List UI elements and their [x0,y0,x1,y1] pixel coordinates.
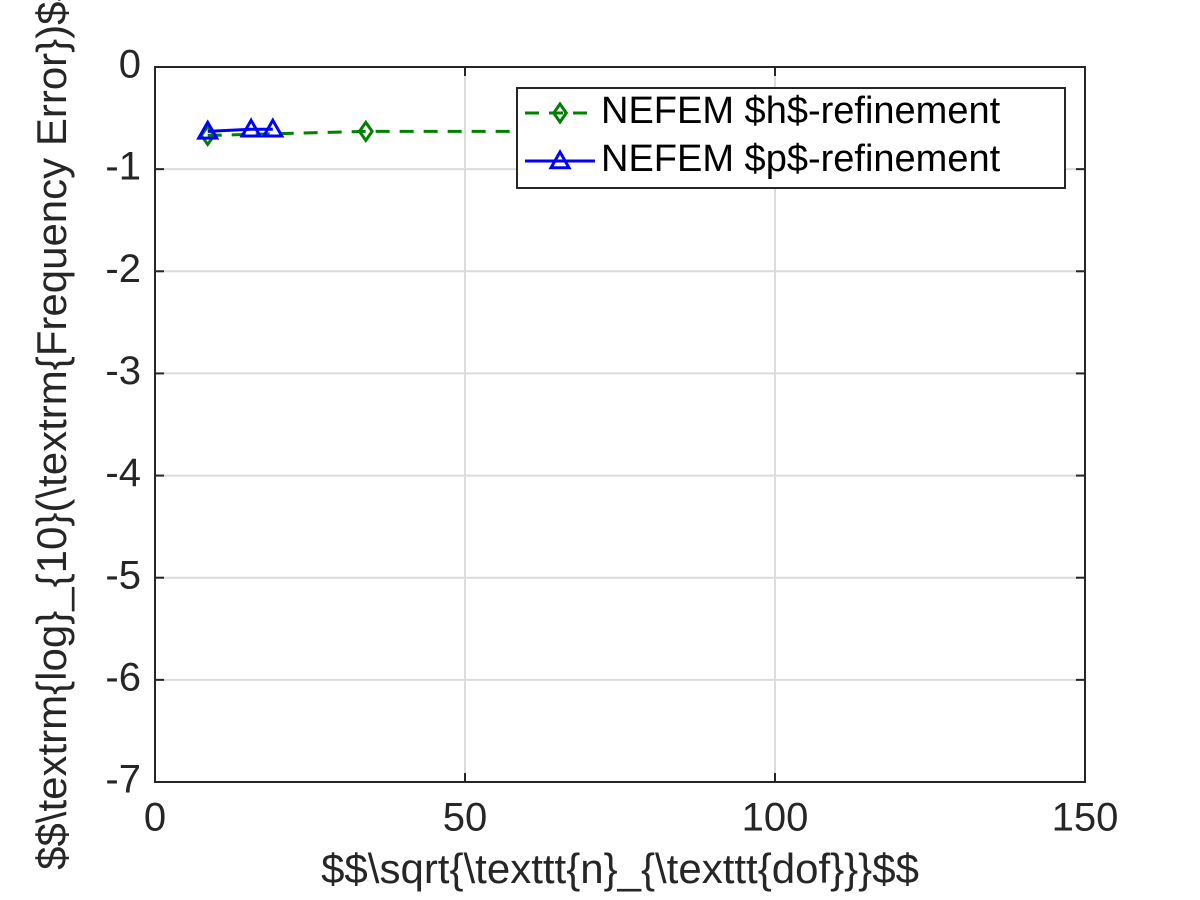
diamond-marker [357,119,374,143]
x-tick-label: 100 [742,796,809,840]
y-tick-label: -3 [105,349,141,393]
legend-label: NEFEM $h$-refinement [601,90,1001,132]
y-tick-label: -1 [105,145,141,189]
legend-label: NEFEM $p$-refinement [601,138,1001,180]
y-tick-label: -5 [105,553,141,597]
x-tick-label: 50 [443,796,488,840]
x-tick-label: 0 [144,796,166,840]
y-tick-label: -2 [105,247,141,291]
triangle-marker [261,117,285,138]
y-tick-label: -4 [105,451,141,495]
y-axis-label: $$\textrm{log}_{10}(\textrm{Frequency Er… [28,0,75,870]
triangle-marker [548,148,572,170]
triangle-marker [239,117,263,138]
legend-box [516,87,1066,189]
diamond-marker [551,101,569,125]
y-tick-label: 0 [119,43,141,87]
y-tick-label: -7 [105,758,141,802]
triangle-marker [196,119,220,140]
series-line [207,127,273,133]
x-tick-label: 150 [1052,796,1119,840]
x-axis-label: $$\sqrt{\texttt{n}_{\texttt{dof}}}$$ [321,845,919,892]
y-tick-label: -6 [105,655,141,699]
axes-box [154,66,1086,783]
